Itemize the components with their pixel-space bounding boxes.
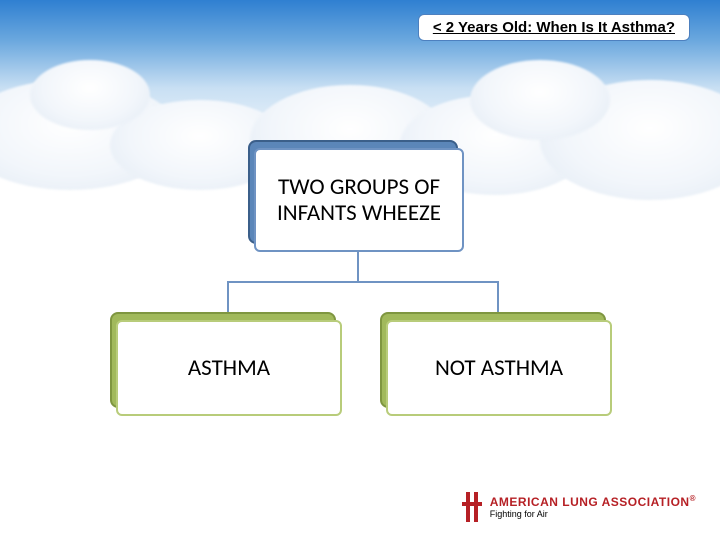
cloud-shape bbox=[470, 60, 610, 140]
cross-bar bbox=[474, 492, 478, 522]
node-root-label: TWO GROUPS OF INFANTS WHEEZE bbox=[254, 148, 464, 252]
cross-bar bbox=[466, 492, 470, 522]
footer-tagline: Fighting for Air bbox=[490, 510, 696, 519]
node-not-asthma: NOT ASTHMA bbox=[380, 312, 606, 408]
cross-bar bbox=[462, 502, 482, 506]
node-not-asthma-label: NOT ASTHMA bbox=[386, 320, 612, 416]
registered-mark: ® bbox=[690, 494, 696, 503]
footer-logo: AMERICAN LUNG ASSOCIATION® Fighting for … bbox=[462, 492, 696, 522]
double-cross-icon bbox=[462, 492, 482, 522]
node-asthma-label: ASTHMA bbox=[116, 320, 342, 416]
slide-title: < 2 Years Old: When Is It Asthma? bbox=[418, 14, 690, 41]
footer-org-name-text: AMERICAN LUNG ASSOCIATION bbox=[490, 495, 690, 509]
footer-org-name: AMERICAN LUNG ASSOCIATION® bbox=[490, 495, 696, 508]
tree-diagram: TWO GROUPS OF INFANTS WHEEZE ASTHMA NOT … bbox=[0, 130, 720, 480]
slide-title-container: < 2 Years Old: When Is It Asthma? bbox=[418, 14, 690, 41]
node-root: TWO GROUPS OF INFANTS WHEEZE bbox=[248, 140, 458, 244]
node-asthma: ASTHMA bbox=[110, 312, 336, 408]
footer-text: AMERICAN LUNG ASSOCIATION® Fighting for … bbox=[490, 495, 696, 519]
cloud-shape bbox=[30, 60, 150, 130]
